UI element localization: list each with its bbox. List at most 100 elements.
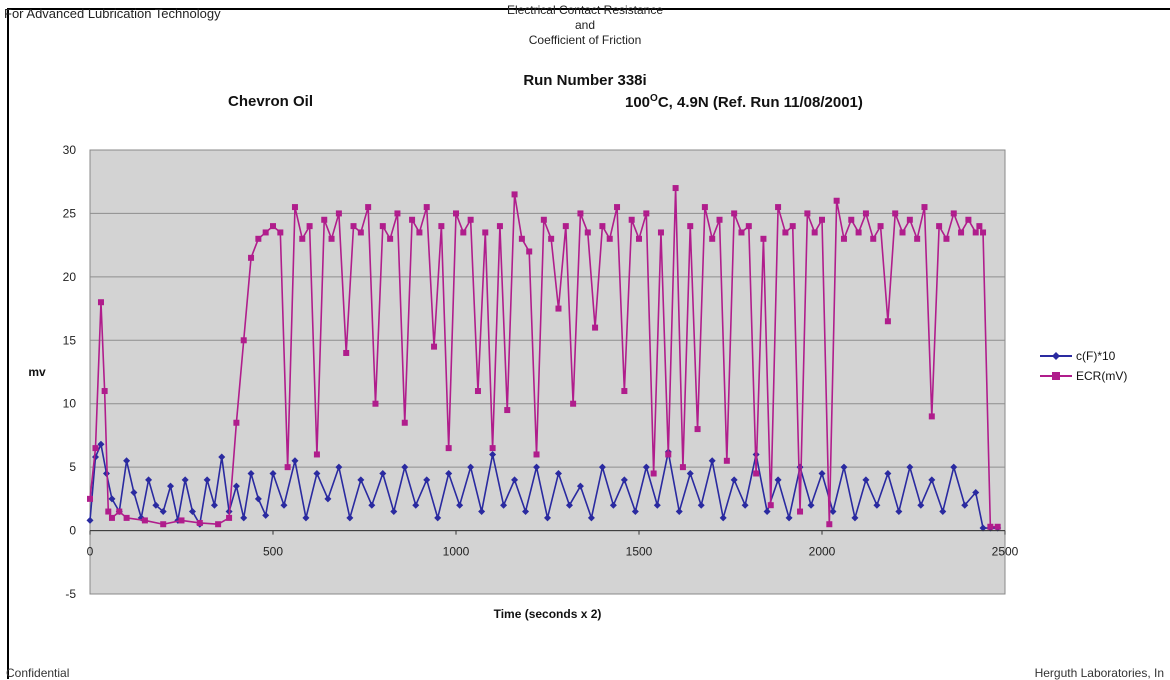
data-point: [928, 476, 936, 484]
data-point: [819, 216, 825, 223]
data-point: [987, 523, 994, 530]
data-point: [123, 514, 130, 521]
data-point: [233, 419, 240, 426]
data-point: [877, 223, 884, 230]
footer-confidential: Confidential: [6, 666, 70, 680]
data-point: [862, 210, 869, 217]
data-point: [807, 501, 815, 509]
data-point: [456, 501, 464, 509]
data-point: [548, 235, 555, 242]
data-point: [262, 511, 270, 519]
data-point: [423, 476, 431, 484]
data-point: [160, 521, 167, 528]
data-point: [833, 197, 840, 204]
data-point: [694, 426, 701, 433]
data-point: [526, 248, 533, 255]
data-point: [939, 508, 947, 516]
data-point: [346, 514, 354, 522]
data-point: [628, 216, 635, 223]
data-point: [980, 229, 987, 236]
data-point: [467, 463, 475, 471]
data-point: [826, 521, 833, 528]
data-point: [895, 508, 903, 516]
y-tick-label: 15: [63, 333, 77, 347]
data-point: [789, 223, 796, 230]
data-point: [961, 501, 969, 509]
data-point: [598, 463, 606, 471]
data-point: [368, 501, 376, 509]
conditions-temperature: 100: [625, 94, 651, 111]
data-point: [892, 210, 899, 217]
data-point: [324, 495, 332, 503]
data-point: [697, 501, 705, 509]
data-point: [775, 204, 782, 211]
x-tick-label: 500: [263, 545, 283, 559]
data-point: [804, 210, 811, 217]
data-point: [738, 229, 745, 236]
data-point: [976, 223, 983, 230]
data-point: [232, 482, 240, 490]
data-point: [862, 476, 870, 484]
data-point: [434, 514, 442, 522]
data-point: [570, 400, 577, 407]
conditions-rest: C, 4.9N (Ref. Run 11/08/2001): [657, 94, 863, 111]
y-tick-label: 20: [63, 270, 77, 284]
data-point: [299, 235, 306, 242]
data-point: [240, 337, 247, 344]
data-point: [921, 204, 928, 211]
data-point: [226, 514, 233, 521]
data-point: [621, 388, 628, 395]
y-tick-label: 5: [69, 460, 76, 474]
data-point: [343, 349, 350, 356]
data-point: [540, 216, 547, 223]
chart-subtitle-oil: Chevron Oil: [228, 93, 314, 110]
data-point: [350, 223, 357, 230]
data-point: [767, 502, 774, 509]
data-point: [335, 463, 343, 471]
data-point: [870, 235, 877, 242]
data-point: [130, 489, 138, 497]
data-point: [972, 489, 980, 497]
header-organization: For Advanced Lubrication Technology: [4, 6, 221, 21]
data-point: [284, 464, 291, 471]
legend-label-1: ECR(mV): [1076, 369, 1127, 383]
data-point: [972, 229, 979, 236]
data-point: [277, 229, 284, 236]
data-point: [262, 229, 269, 236]
chart-title: Run Number 338i: [523, 72, 647, 89]
data-point: [313, 469, 321, 477]
x-tick-label: 1500: [626, 545, 653, 559]
data-point: [511, 476, 519, 484]
data-point: [467, 216, 474, 223]
data-point: [533, 463, 541, 471]
data-point: [562, 223, 569, 230]
data-point: [774, 476, 782, 484]
data-point: [565, 501, 573, 509]
data-point: [247, 469, 255, 477]
data-point: [478, 508, 486, 516]
x-tick-label: 0: [87, 545, 94, 559]
header-center-line2: and: [574, 18, 596, 32]
data-point: [840, 235, 847, 242]
data-point: [994, 523, 1001, 530]
data-point: [412, 501, 420, 509]
data-point: [92, 445, 99, 452]
data-point: [416, 229, 423, 236]
data-point: [797, 508, 804, 515]
data-point: [851, 514, 859, 522]
data-point: [105, 508, 112, 515]
data-point: [650, 470, 657, 477]
data-point: [218, 453, 226, 461]
data-point: [950, 463, 958, 471]
data-point: [620, 476, 628, 484]
degree-symbol: O: [650, 93, 658, 104]
data-point: [445, 445, 452, 452]
data-point: [760, 235, 767, 242]
data-point: [387, 235, 394, 242]
data-point: [372, 400, 379, 407]
data-point: [687, 223, 694, 230]
frame-top-rule: [8, 8, 1170, 10]
data-point: [365, 204, 372, 211]
data-point: [950, 210, 957, 217]
data-point: [188, 508, 196, 516]
